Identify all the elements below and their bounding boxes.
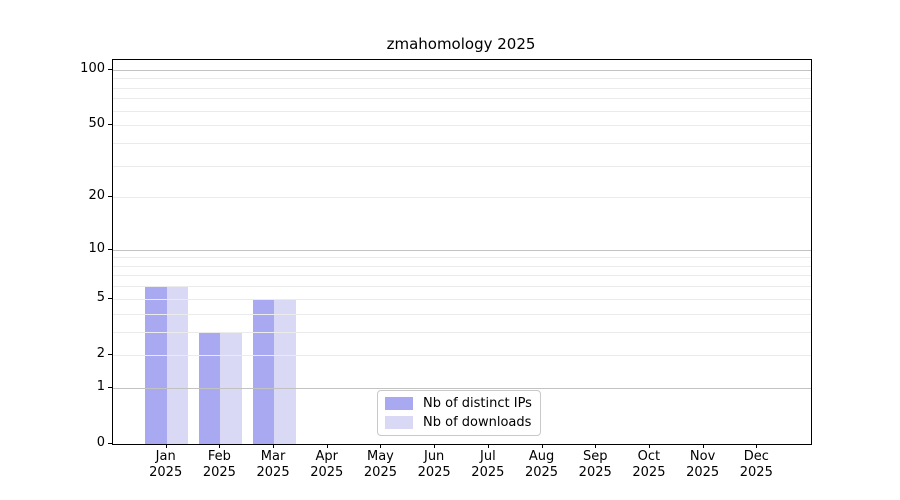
x-tick-year: 2025 <box>471 465 505 480</box>
x-tick-year: 2025 <box>363 465 397 480</box>
minor-gridline <box>113 98 811 100</box>
bar-feb-downloads <box>220 331 242 444</box>
y-tick-mark <box>108 443 113 444</box>
y-tick-label: 1 <box>96 378 105 394</box>
x-tick-mark <box>273 444 275 448</box>
legend-row: Nb of downloads <box>385 415 532 430</box>
legend-swatch-distinct-ips <box>385 397 413 410</box>
legend-row: Nb of distinct IPs <box>385 396 532 411</box>
y-tick-label: 2 <box>96 345 105 361</box>
bar-mar-downloads <box>274 298 296 444</box>
x-tick-label: Jul 2025 <box>448 449 528 481</box>
y-tick-mark <box>108 124 113 126</box>
bar-feb-distinct-ips <box>198 331 221 444</box>
y-tick-mark <box>108 297 113 299</box>
y-tick-mark <box>108 353 113 355</box>
minor-gridline <box>113 275 811 277</box>
minor-gridline <box>113 165 811 167</box>
minor-gridline <box>113 265 811 267</box>
x-tick-mark <box>219 444 221 448</box>
y-tick-label: 0 <box>96 435 105 450</box>
x-tick-label: Nov 2025 <box>663 449 743 481</box>
chart-title: zmahomology 2025 <box>386 35 536 53</box>
major-gridline <box>113 387 811 389</box>
major-gridline <box>113 69 811 71</box>
x-tick-label: Aug 2025 <box>502 449 582 481</box>
x-tick-year: 2025 <box>310 465 344 480</box>
x-tick-mark <box>648 444 650 448</box>
y-tick-label: 5 <box>96 289 105 305</box>
x-tick-year: 2025 <box>739 465 773 480</box>
x-tick-mark <box>541 444 543 448</box>
x-tick-mark <box>434 444 436 448</box>
x-tick-year: 2025 <box>202 465 236 480</box>
bar-mar-distinct-ips <box>252 298 275 444</box>
x-tick-mark <box>595 444 597 448</box>
legend-swatch-downloads <box>385 416 413 429</box>
y-tick-mark <box>108 68 113 70</box>
x-tick-label: Mar 2025 <box>233 449 313 481</box>
bar-jan-downloads <box>166 286 189 444</box>
minor-gridline <box>113 286 811 288</box>
x-tick-label: Dec 2025 <box>716 449 796 481</box>
minor-gridline <box>113 197 811 199</box>
minor-gridline <box>113 313 811 315</box>
x-tick-year: 2025 <box>578 465 612 480</box>
x-tick-mark <box>380 444 382 448</box>
minor-gridline <box>113 257 811 259</box>
x-tick-year: 2025 <box>686 465 720 480</box>
y-tick-label: 20 <box>88 188 105 204</box>
x-tick-label: May 2025 <box>340 449 420 481</box>
minor-gridline <box>113 125 811 127</box>
y-tick-mark <box>108 196 113 198</box>
x-tick-label: Jan 2025 <box>126 449 206 481</box>
y-tick-label: 50 <box>88 116 105 132</box>
x-tick-year: 2025 <box>149 465 183 480</box>
x-tick-label: Sep 2025 <box>555 449 635 481</box>
x-tick-year: 2025 <box>524 465 559 480</box>
legend-label-downloads: Nb of downloads <box>423 415 532 430</box>
x-tick-label: Jun 2025 <box>394 449 474 481</box>
y-tick-mark <box>108 386 113 388</box>
minor-gridline <box>113 331 811 333</box>
legend-label-distinct-ips: Nb of distinct IPs <box>423 396 532 411</box>
minor-gridline <box>113 298 811 300</box>
x-tick-year: 2025 <box>632 465 666 480</box>
minor-gridline <box>113 142 811 144</box>
minor-gridline <box>113 78 811 80</box>
x-tick-year: 2025 <box>256 465 290 480</box>
x-tick-mark <box>326 444 328 448</box>
minor-gridline <box>113 87 811 89</box>
y-tick-mark <box>108 248 113 250</box>
x-tick-label: Oct 2025 <box>609 449 689 481</box>
major-gridline <box>113 249 811 251</box>
bar-jan-distinct-ips <box>145 286 167 444</box>
minor-gridline <box>113 354 811 356</box>
x-tick-label: Feb 2025 <box>179 449 259 481</box>
x-tick-mark <box>487 444 489 448</box>
minor-gridline <box>113 110 811 112</box>
x-tick-mark <box>702 444 704 448</box>
x-tick-mark <box>165 444 167 448</box>
x-tick-year: 2025 <box>417 465 451 480</box>
y-tick-label: 10 <box>88 240 105 256</box>
plot-area <box>112 59 812 445</box>
x-tick-label: Apr 2025 <box>287 449 367 481</box>
legend: Nb of distinct IPs Nb of downloads <box>377 390 541 436</box>
x-tick-mark <box>756 444 758 448</box>
y-tick-label: 100 <box>80 60 105 76</box>
